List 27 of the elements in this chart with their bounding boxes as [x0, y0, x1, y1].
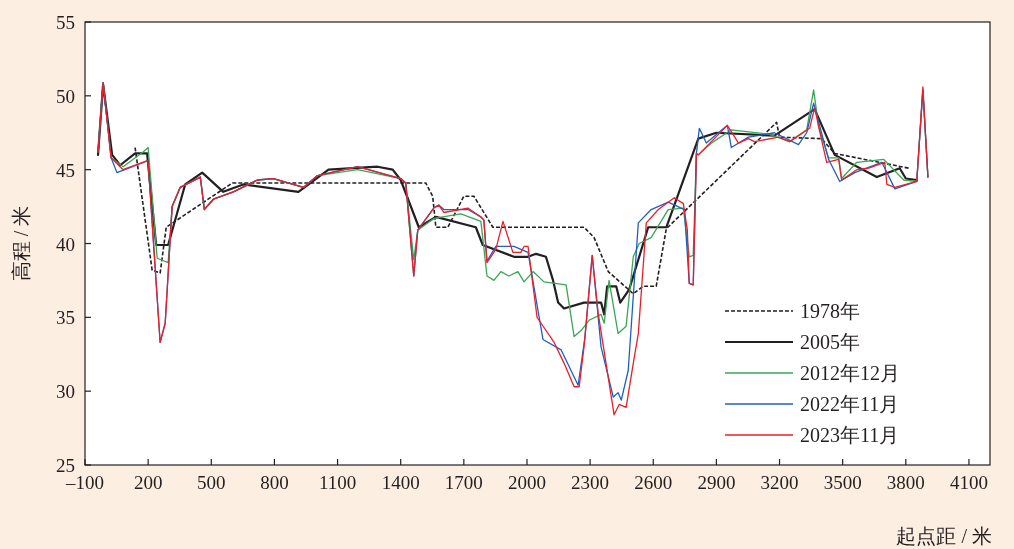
x-axis-title: 起点距 / 米 — [896, 525, 992, 547]
x-tick-label: 3200 — [760, 472, 799, 493]
x-tick-label: 2300 — [571, 472, 610, 493]
x-tick-label: 4100 — [949, 472, 988, 493]
y-tick-label: 50 — [56, 85, 75, 107]
x-tick-label: 1400 — [381, 472, 420, 493]
x-tick-label: 200 — [133, 472, 163, 493]
y-tick-label: 30 — [56, 381, 75, 403]
x-tick-label: 3800 — [886, 472, 925, 493]
legend-label: 2023年11月 — [800, 424, 900, 446]
x-tick-label: 1700 — [444, 472, 483, 493]
x-tick-label: 2000 — [507, 472, 546, 493]
legend-label: 1978年 — [800, 300, 860, 322]
x-tick-label: 2600 — [634, 472, 673, 493]
legend-label: 2005年 — [800, 331, 860, 353]
x-tick-label: 1100 — [318, 472, 357, 493]
y-tick-label: 45 — [56, 159, 75, 181]
x-tick-label: 800 — [260, 472, 289, 493]
y-axis-title: 高程 / 米 — [10, 205, 32, 282]
y-tick-label: 40 — [56, 233, 75, 255]
x-tick-label: 2900 — [697, 472, 736, 493]
y-tick-label: 35 — [56, 307, 75, 329]
y-tick-label: 55 — [56, 12, 75, 33]
legend-label: 2012年12月 — [800, 362, 900, 384]
x-tick-label: 3500 — [823, 472, 862, 493]
x-tick-label: 500 — [197, 472, 226, 493]
legend-label: 2022年11月 — [800, 393, 900, 415]
